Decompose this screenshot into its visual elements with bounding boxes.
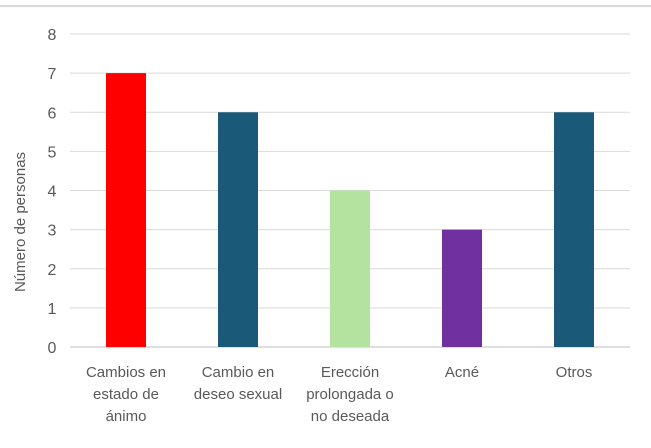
bar	[106, 73, 146, 347]
x-tick-label: Cambios en estado de ánimo	[86, 364, 166, 425]
y-tick-labels: 0 1 2 3 4 5 6 7 8	[48, 27, 57, 357]
y-tick-label: 3	[48, 223, 57, 240]
y-tick-label: 0	[48, 340, 57, 357]
bar	[554, 112, 594, 347]
y-tick-label: 6	[48, 105, 57, 122]
x-tick-label: Acné	[445, 364, 479, 381]
x-tick-label-line: deseo sexual	[194, 386, 282, 403]
bars	[106, 73, 594, 347]
y-tick-label: 4	[48, 184, 57, 201]
bar	[330, 190, 370, 347]
x-tick-label: Otros	[556, 364, 593, 381]
bar	[218, 112, 258, 347]
x-tick-label-line: Otros	[556, 364, 593, 381]
y-tick-label: 8	[48, 27, 57, 44]
y-tick-label: 7	[48, 66, 57, 83]
x-tick-label-line: Cambio en	[202, 364, 275, 381]
y-tick-label: 1	[48, 301, 57, 318]
x-tick-label-line: estado de	[93, 386, 159, 403]
y-tick-label: 5	[48, 144, 57, 161]
top-divider	[0, 5, 651, 7]
x-tick-label: Erección prolongada o no deseada	[306, 364, 394, 425]
x-tick-label-line: no deseada	[311, 408, 390, 425]
y-axis-label: Número de personas	[12, 152, 29, 292]
x-tick-label-line: Acné	[445, 364, 479, 381]
x-tick-label-line: ánimo	[106, 408, 147, 425]
y-tick-label: 2	[48, 262, 57, 279]
x-tick-label-line: Cambios en	[86, 364, 166, 381]
x-tick-labels: Cambios en estado de ánimo Cambio en deseo s…	[86, 364, 592, 425]
x-tick-label-line: prolongada o	[306, 386, 394, 403]
bar	[442, 229, 482, 347]
x-tick-label: Cambio en deseo sexual	[194, 364, 282, 403]
x-tick-label-line: Erección	[321, 364, 379, 381]
